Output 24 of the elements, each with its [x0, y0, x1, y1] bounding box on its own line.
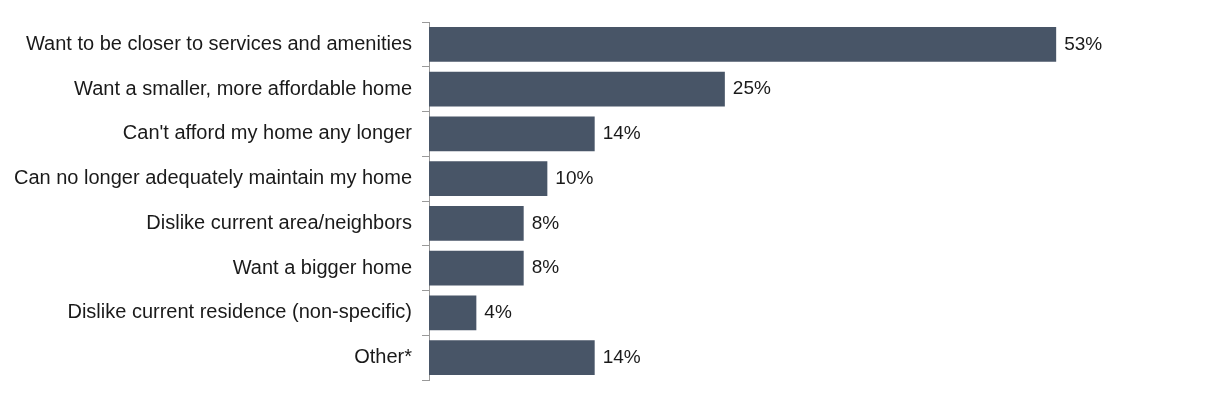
data-label: 25%: [732, 77, 771, 99]
data-label: 10%: [555, 166, 594, 188]
bar: [429, 26, 1057, 62]
data-label: 53%: [1064, 32, 1103, 54]
y-tick-label: Want a smaller, more affordable home: [74, 76, 413, 99]
y-tick-label: Can no longer adequately maintain my home: [13, 166, 413, 189]
data-label: 14%: [602, 122, 641, 144]
data-label: 14%: [602, 345, 641, 367]
bar: [429, 161, 548, 197]
y-tick-label: Want a bigger home: [232, 255, 413, 278]
bar: [429, 71, 725, 107]
y-tick-label: Can't afford my home any longer: [122, 121, 413, 144]
bar: [429, 250, 524, 286]
bar: [429, 116, 595, 152]
bar: [429, 340, 595, 376]
bar: [429, 295, 477, 331]
bar: [429, 205, 524, 241]
y-tick-label: Dislike current area/neighbors: [146, 210, 413, 233]
y-tick-label: Want to be closer to services and amenities: [25, 31, 413, 54]
data-label: 8%: [531, 256, 560, 278]
y-tick-label: Dislike current residence (non-specific): [67, 300, 413, 323]
data-label: 4%: [484, 301, 512, 323]
data-label: 8%: [531, 211, 560, 233]
y-tick-label: Other*: [354, 345, 413, 368]
